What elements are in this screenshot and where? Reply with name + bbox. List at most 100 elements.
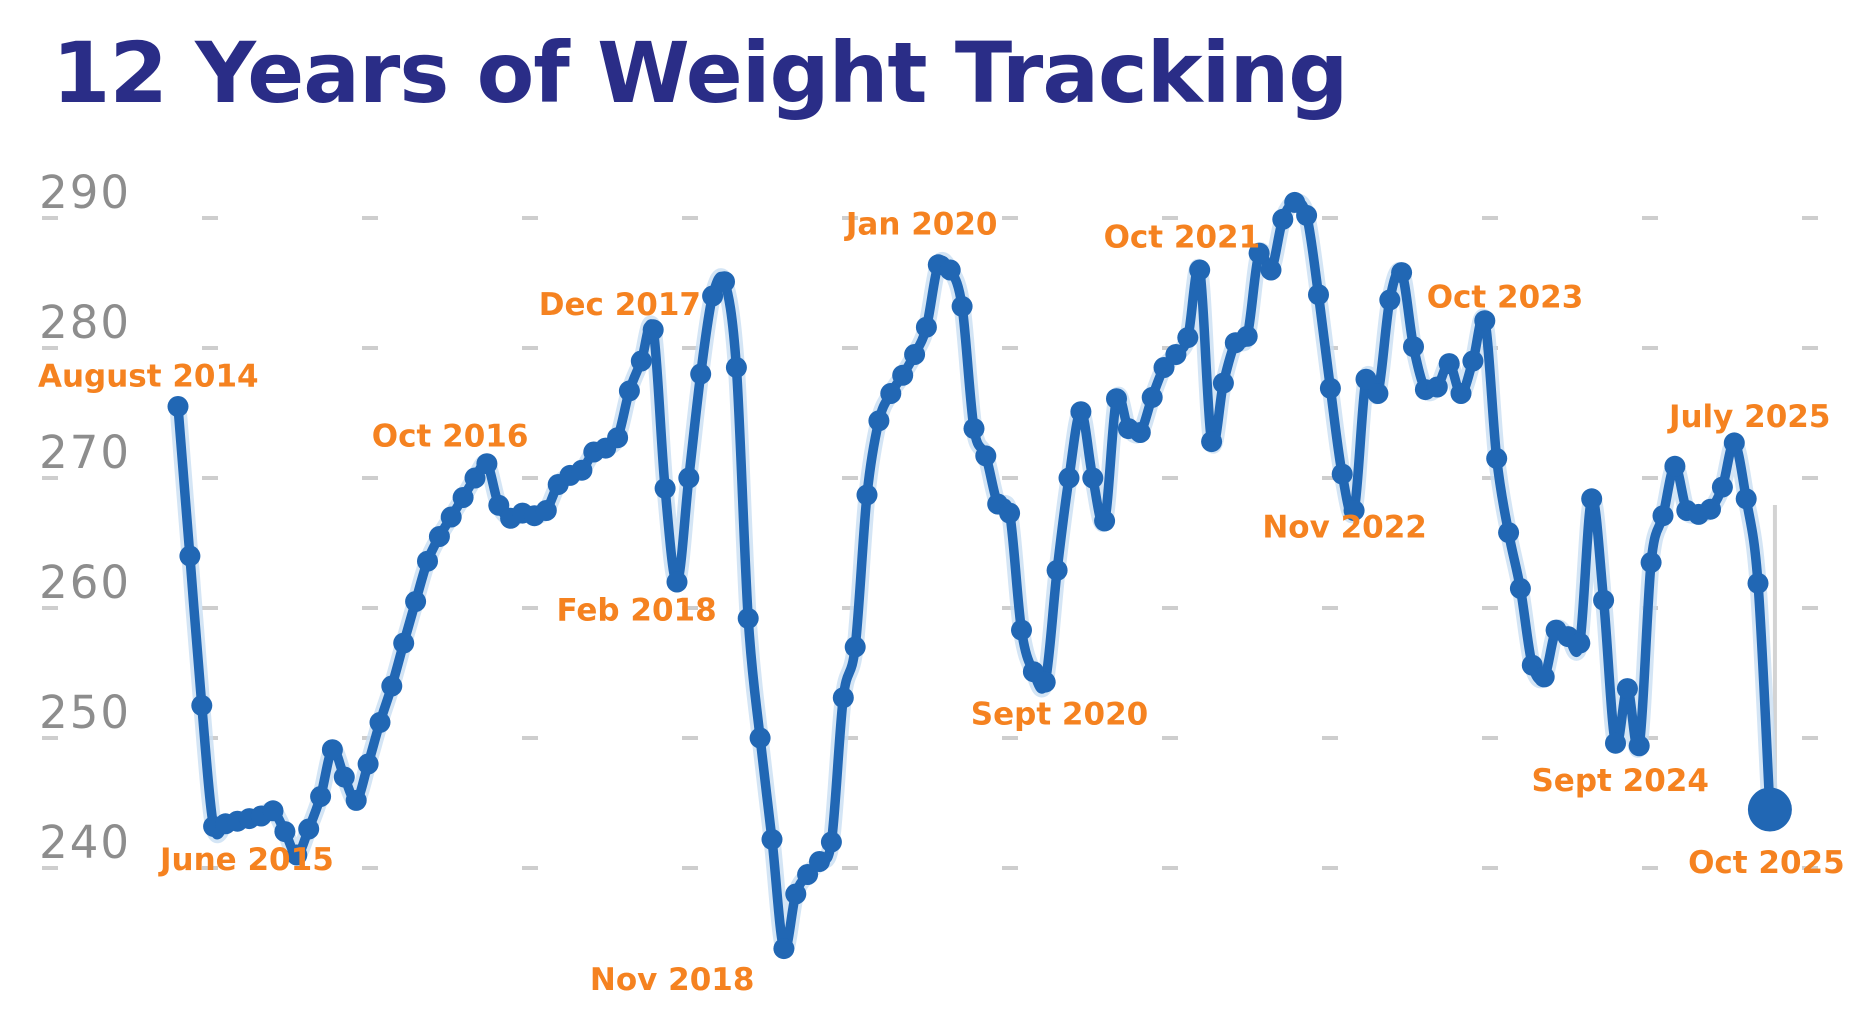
- y-tick-270: 270: [39, 426, 131, 479]
- annotation-sept-2020: Sept 2020: [971, 697, 1148, 733]
- data-point: [607, 427, 629, 449]
- y-tick-250: 250: [39, 686, 131, 739]
- data-point: [298, 818, 320, 840]
- data-point: [963, 418, 985, 440]
- annotation-august-2014: August 2014: [38, 359, 259, 395]
- data-point: [868, 410, 890, 432]
- data-point: [1628, 735, 1650, 757]
- data-point: [357, 753, 379, 775]
- data-point: [1616, 678, 1638, 700]
- data-point: [1034, 671, 1056, 693]
- data-point: [1212, 372, 1234, 394]
- data-point: [1605, 732, 1626, 754]
- data-point: [440, 506, 462, 528]
- data-point: [1450, 383, 1472, 404]
- y-axis-tick-labels: 290 280 270 260 250 240: [39, 166, 131, 869]
- data-point: [761, 828, 783, 850]
- data-point: [1438, 353, 1460, 375]
- data-point: [333, 766, 355, 788]
- data-point: [345, 789, 367, 811]
- data-point: [856, 484, 878, 506]
- data-point: [714, 271, 735, 293]
- data-point: [820, 831, 842, 853]
- data-point: [286, 844, 308, 866]
- data-point: [642, 319, 664, 341]
- data-point: [1260, 259, 1282, 281]
- data-point: [405, 591, 427, 612]
- y-tick-280: 280: [39, 296, 131, 349]
- data-point: [167, 396, 189, 417]
- data-point: [1569, 632, 1591, 654]
- data-point: [1474, 310, 1496, 332]
- annotation-jan-2020: Jan 2020: [844, 207, 998, 243]
- data-point: [310, 786, 332, 807]
- data-point: [892, 364, 914, 386]
- data-point: [1403, 336, 1424, 358]
- data-point: [690, 363, 712, 385]
- data-point: [1747, 572, 1769, 594]
- data-point: [951, 295, 973, 317]
- data-point: [369, 711, 391, 733]
- data-point: [773, 938, 795, 960]
- data-point: [1426, 376, 1448, 398]
- annotation-sept-2024: Sept 2024: [1531, 763, 1708, 799]
- data-point: [630, 350, 652, 372]
- data-point: [1308, 284, 1329, 306]
- data-point: [1094, 510, 1116, 532]
- data-point: [939, 259, 961, 281]
- data-point: [844, 636, 866, 658]
- data-point: [321, 739, 343, 761]
- data-point: [666, 571, 688, 593]
- data-point: [1700, 498, 1721, 520]
- data-point: [1058, 467, 1080, 489]
- data-point: [702, 285, 724, 307]
- data-point: [1664, 455, 1686, 477]
- data-point: [832, 687, 854, 709]
- data-point: [880, 383, 902, 404]
- data-point: [1070, 401, 1092, 423]
- data-point: [725, 357, 747, 378]
- data-point: [1486, 448, 1508, 469]
- data-point: [1201, 431, 1223, 453]
- data-point: [1106, 388, 1127, 410]
- data-point: [1189, 259, 1211, 281]
- y-tick-290: 290: [39, 166, 131, 219]
- annotation-oct-2021: Oct 2021: [1104, 220, 1261, 256]
- annotation-oct-2016: Oct 2016: [372, 418, 529, 454]
- data-point: [1248, 242, 1270, 264]
- annotation-dec-2017: Dec 2017: [539, 287, 701, 323]
- annotation-oct-2025: Oct 2025: [1688, 845, 1845, 881]
- data-point: [1331, 463, 1353, 485]
- data-point: [571, 459, 593, 481]
- data-point: [393, 632, 415, 654]
- data-point: [1462, 350, 1484, 372]
- data-point-markers: [167, 191, 1792, 960]
- data-point: [654, 477, 676, 499]
- data-point: [1236, 325, 1258, 347]
- data-point: [1272, 208, 1294, 230]
- data-point: [1509, 578, 1531, 599]
- data-point: [1367, 383, 1389, 404]
- annotation-nov-2018: Nov 2018: [590, 962, 755, 998]
- data-point: [535, 500, 557, 521]
- annotation-oct-2023: Oct 2023: [1427, 279, 1584, 315]
- data-point: [428, 526, 450, 547]
- data-point: [1141, 386, 1163, 408]
- data-point: [1711, 476, 1733, 498]
- data-point: [678, 467, 700, 489]
- data-point: [262, 800, 284, 822]
- data-point: [1082, 467, 1104, 489]
- data-point: [464, 467, 486, 489]
- annotation-feb-2018: Feb 2018: [556, 593, 716, 629]
- data-point: [1296, 204, 1318, 226]
- data-point: [452, 487, 474, 508]
- data-point: [191, 695, 213, 716]
- data-point: [809, 851, 830, 872]
- data-point: [618, 380, 640, 402]
- data-point: [1640, 552, 1662, 573]
- data-point: [1498, 522, 1520, 544]
- data-point: [737, 607, 759, 629]
- latest-point-marker: [1747, 787, 1792, 832]
